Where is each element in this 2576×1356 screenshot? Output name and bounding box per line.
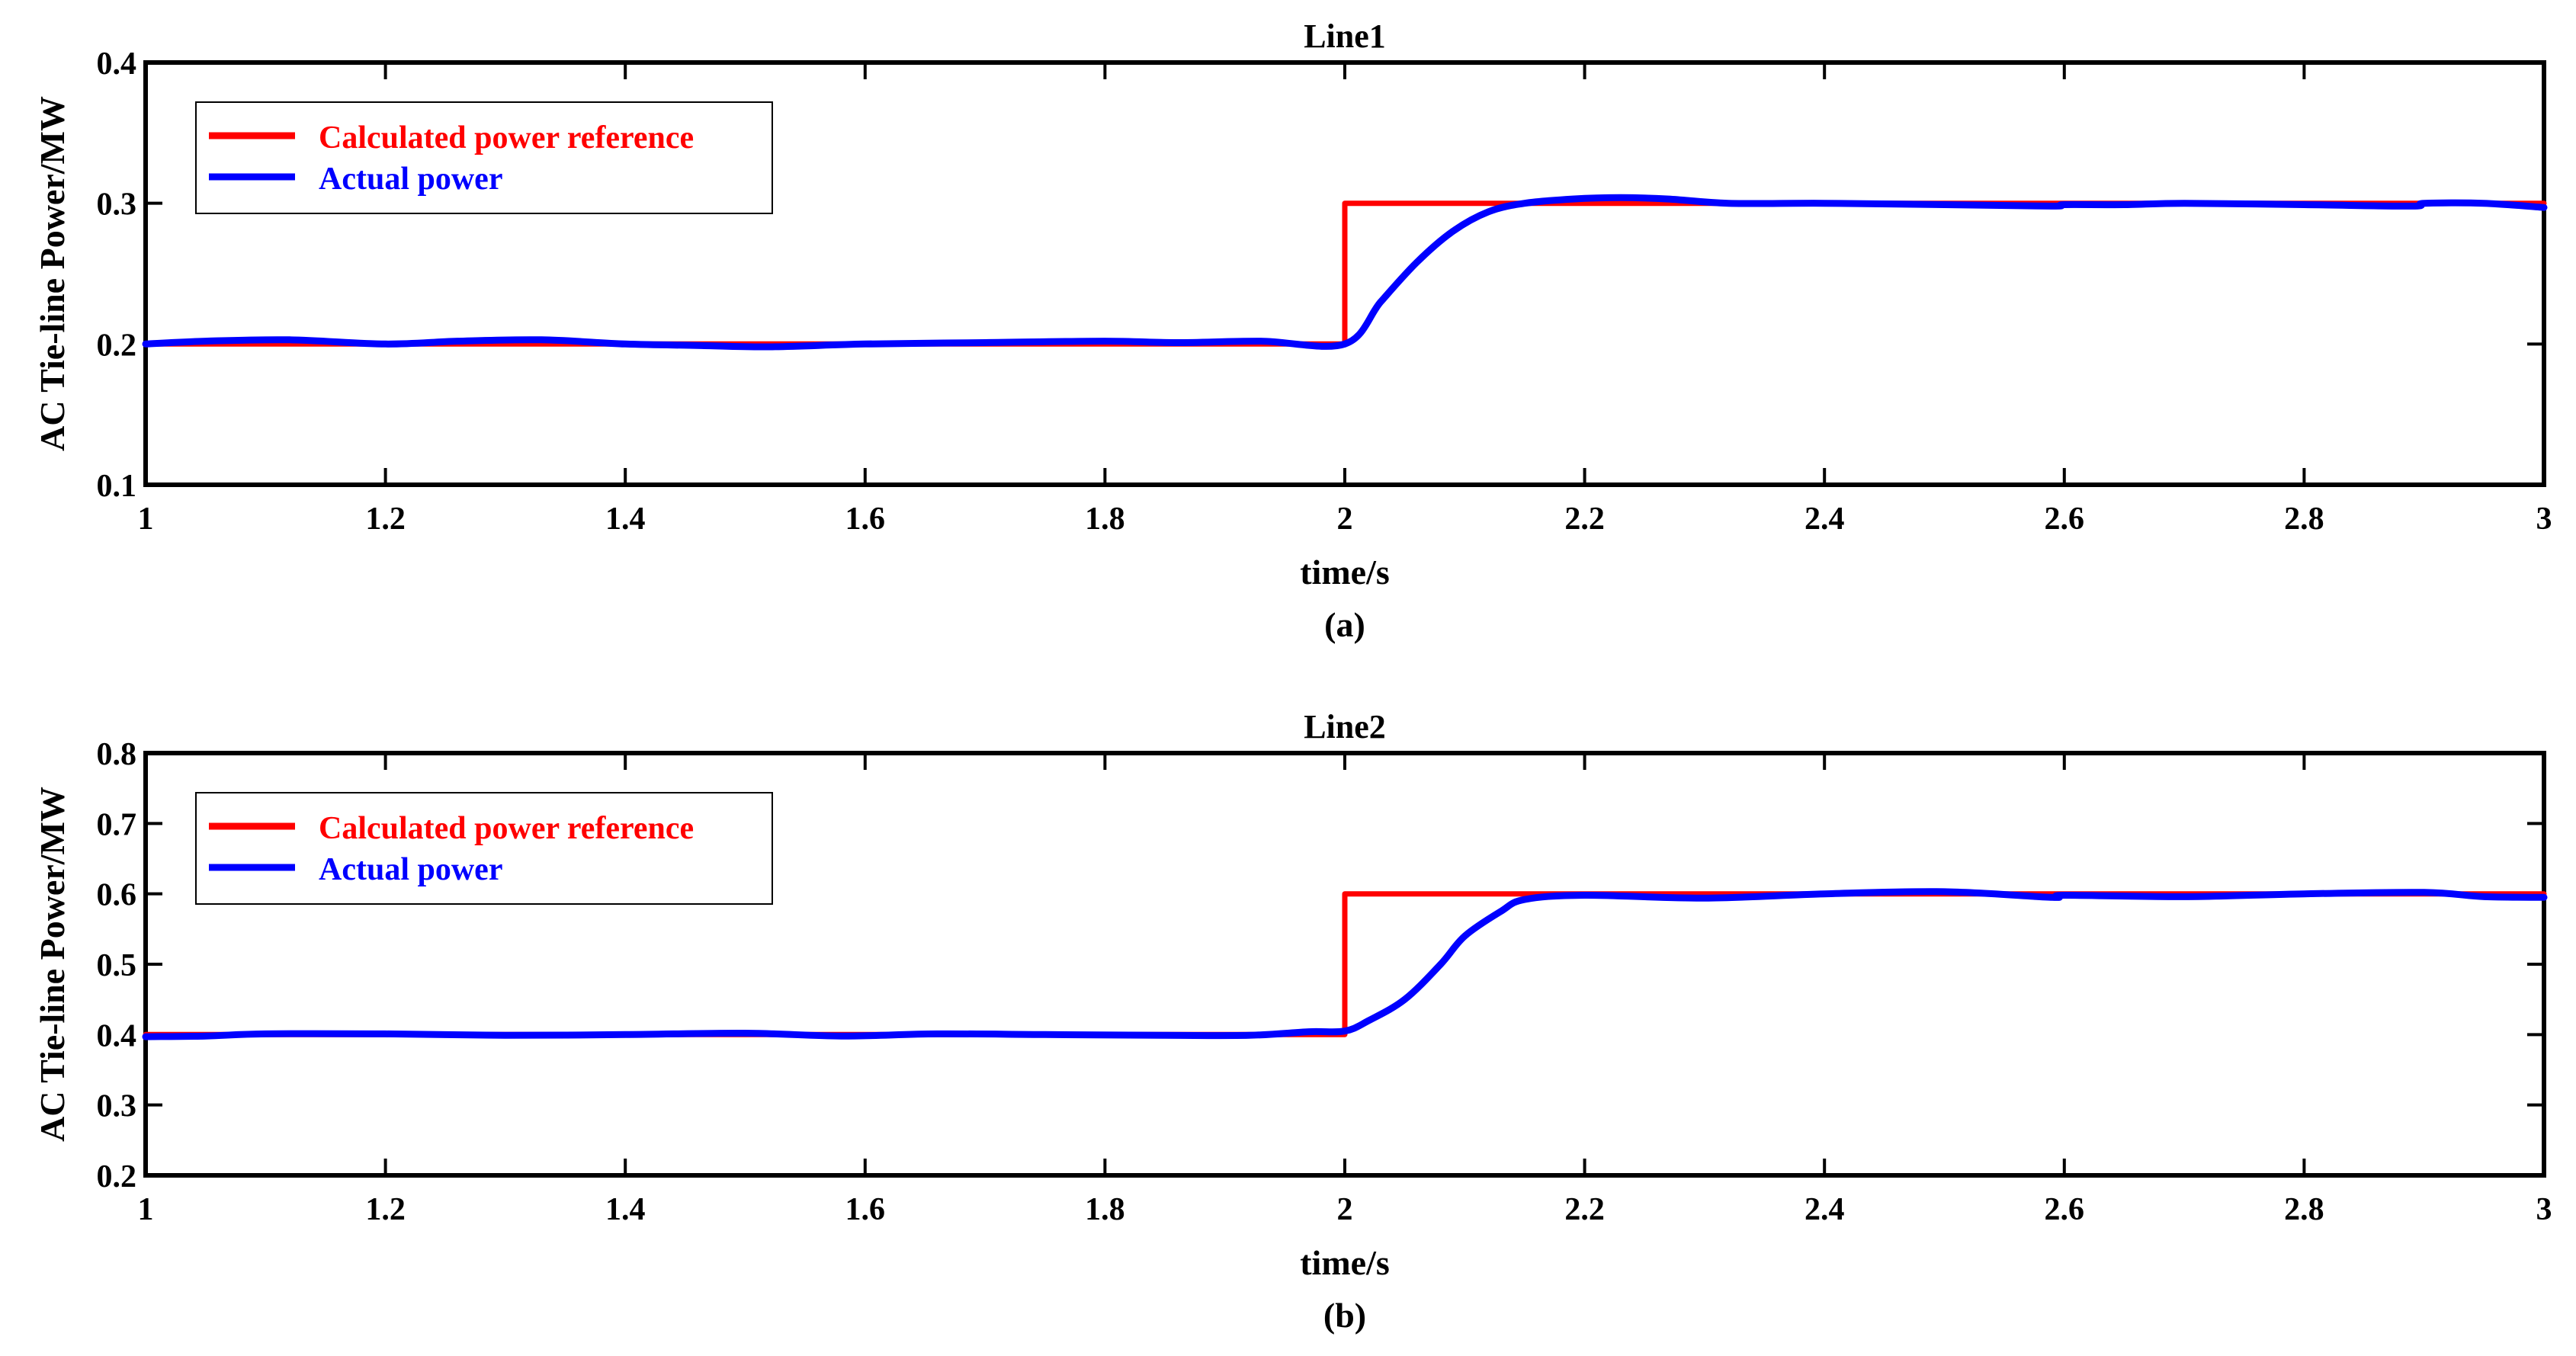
- y-tick-label: 0.6: [97, 878, 137, 913]
- legend-box: [195, 792, 773, 905]
- x-tick-label: 1.8: [1085, 1192, 1125, 1227]
- y-tick-label: 0.2: [97, 328, 137, 363]
- x-tick-label: 2.2: [1564, 1192, 1605, 1227]
- x-axis-label: time/s: [1300, 553, 1390, 591]
- x-tick-label: 1.4: [605, 502, 646, 537]
- chart-panel-a: Line1 1 1.2 1.4 1.6 1.8 2 2.2 2.4 2.6 2.8 3 0.1 0.2…: [33, 18, 2552, 644]
- legend-label-reference: Calculated power reference: [319, 120, 694, 155]
- chart-title: Line2: [1304, 708, 1386, 745]
- x-tick-label: 2: [1337, 502, 1353, 537]
- legend: Calculated power reference Actual power: [195, 101, 773, 214]
- x-tick-label: 2.6: [2045, 1192, 2085, 1227]
- y-axis-label: AC Tie-line Power/MW: [33, 96, 72, 451]
- x-tick-label: 1.8: [1085, 502, 1125, 537]
- x-axis-label: time/s: [1300, 1243, 1390, 1282]
- series-line-actual: [142, 194, 2548, 351]
- y-tick-label: 0.7: [97, 807, 137, 842]
- y-tick-label: 0.1: [97, 469, 137, 504]
- x-tick-label: 2.4: [1804, 502, 1845, 537]
- y-tick-label: 0.3: [97, 188, 137, 223]
- x-tick-label: 1.6: [845, 1192, 886, 1227]
- y-tick-label: 0.2: [97, 1159, 137, 1194]
- legend-label-actual: Actual power: [319, 162, 502, 197]
- y-tick-label: 0.4: [97, 1018, 137, 1053]
- x-tick-label: 1: [138, 1192, 154, 1227]
- x-tick-label: 1.4: [605, 1192, 646, 1227]
- x-tick-label: 1: [138, 502, 154, 537]
- x-tick-label: 2.6: [2045, 502, 2085, 537]
- x-tick-label: 1.2: [365, 502, 406, 537]
- x-tick-label: 3: [2536, 502, 2552, 537]
- x-tick-label: 2.8: [2284, 502, 2324, 537]
- series-line-reference: [143, 891, 2547, 1037]
- x-tick-label: 2: [1337, 1192, 1353, 1227]
- series-line-actual: [142, 888, 2548, 1040]
- x-tick-label: 2.8: [2284, 1192, 2324, 1227]
- y-ticks: 0.2 0.3 0.4 0.5 0.6 0.7 0.8: [97, 737, 2544, 1194]
- series-group: [142, 194, 2548, 351]
- legend-label-reference: Calculated power reference: [319, 811, 694, 846]
- series-line-reference: [143, 200, 2547, 347]
- y-tick-label: 0.5: [97, 948, 137, 983]
- legend: Calculated power reference Actual power: [195, 792, 773, 905]
- y-axis-label: AC Tie-line Power/MW: [33, 787, 72, 1142]
- series-group: [142, 888, 2548, 1040]
- x-tick-label: 2.4: [1804, 1192, 1845, 1227]
- x-tick-label: 3: [2536, 1192, 2552, 1227]
- caption: (a): [1324, 605, 1365, 644]
- y-tick-label: 0.4: [97, 46, 137, 82]
- chart-title: Line1: [1304, 18, 1386, 55]
- x-ticks: 1 1.2 1.4 1.6 1.8 2 2.2 2.4 2.6 2.8 3: [138, 63, 2552, 537]
- caption: (b): [1323, 1296, 1366, 1335]
- x-ticks: 1 1.2 1.4 1.6 1.8 2 2.2 2.4 2.6 2.8 3: [138, 753, 2552, 1227]
- legend-label-actual: Actual power: [319, 852, 502, 887]
- x-tick-label: 2.2: [1564, 502, 1605, 537]
- y-ticks: 0.1 0.2 0.3 0.4: [97, 46, 2544, 504]
- x-tick-label: 1.6: [845, 502, 886, 537]
- chart-panel-b: Line2 1 1.2 1.4 1.6 1.8 2 2.2 2.4 2.6 2.8 3 0.2 0.3…: [33, 708, 2552, 1335]
- legend-box: [195, 101, 773, 214]
- plot-area-a: 1 1.2 1.4 1.6 1.8 2 2.2 2.4 2.6 2.8 3 0.1 0.2 0.3 0.4: [97, 46, 2552, 537]
- y-tick-label: 0.8: [97, 737, 137, 772]
- y-tick-label: 0.3: [97, 1089, 137, 1124]
- plot-area-b: 1 1.2 1.4 1.6 1.8 2 2.2 2.4 2.6 2.8 3 0.2 0.3 0.4 0.5…: [97, 737, 2552, 1227]
- x-tick-label: 1.2: [365, 1192, 406, 1227]
